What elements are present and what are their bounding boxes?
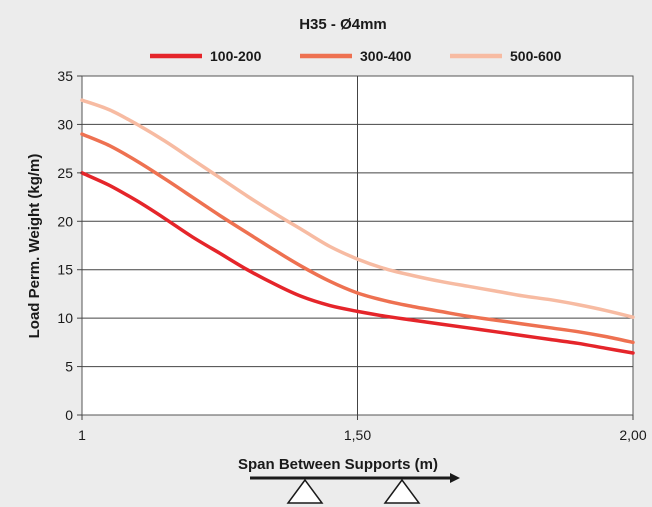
legend: 100-200 300-400 500-600 bbox=[150, 48, 562, 64]
y-tick-label: 35 bbox=[57, 68, 73, 84]
legend-label: 500-600 bbox=[510, 48, 562, 64]
x-tick-label: 1,50 bbox=[344, 427, 371, 443]
x-tick-label: 1 bbox=[78, 427, 86, 443]
y-tick-label: 30 bbox=[57, 116, 73, 132]
y-axis-label: Load Perm. Weight (kg/m) bbox=[26, 154, 43, 339]
y-tick-label: 5 bbox=[65, 359, 73, 375]
series-layer bbox=[80, 98, 635, 355]
support-left-icon bbox=[286, 478, 324, 504]
chart-title: H35 - Ø4mm bbox=[299, 16, 387, 33]
support-right-icon bbox=[383, 478, 421, 504]
series-line-500-600 bbox=[80, 98, 635, 319]
legend-label: 300-400 bbox=[360, 48, 412, 64]
series-line-300-400 bbox=[80, 132, 635, 345]
x-tick-label: 2,00 bbox=[619, 427, 646, 443]
y-tick-label: 10 bbox=[57, 310, 73, 326]
span-beam-illustration bbox=[250, 473, 460, 504]
y-tick-label: 25 bbox=[57, 165, 73, 181]
beam-arrowhead bbox=[450, 473, 460, 483]
y-tick-label: 0 bbox=[65, 407, 73, 423]
y-tick-label: 20 bbox=[57, 213, 73, 229]
y-tick-label: 15 bbox=[57, 262, 73, 278]
series-line-100-200 bbox=[80, 171, 635, 355]
gridlines bbox=[82, 76, 633, 415]
x-axis-ticks: 1 1,50 2,00 bbox=[78, 415, 647, 443]
x-axis-label: Span Between Supports (m) bbox=[238, 456, 438, 473]
y-axis-ticks: 0 5 10 15 20 25 30 35 bbox=[57, 68, 82, 423]
legend-label: 100-200 bbox=[210, 48, 262, 64]
